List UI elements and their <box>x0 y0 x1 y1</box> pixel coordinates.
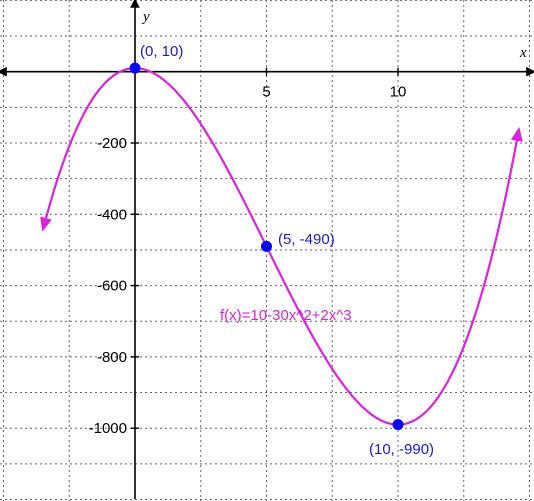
data-point-1 <box>261 240 272 252</box>
y-tick-label: -800 <box>97 349 127 366</box>
y-axis-label: y <box>141 9 150 25</box>
y-tick-label: -1000 <box>89 420 127 437</box>
function-label: f(x)=10-30x^2+2x^3 <box>220 307 352 324</box>
curve-f <box>41 67 521 426</box>
points-layer <box>129 62 404 431</box>
y-tick-label: -600 <box>97 278 127 295</box>
tick-labels: 5 10 -200 -400 -600 -800 -1000 <box>89 84 407 438</box>
point-label-10-minus990: (10, -990) <box>369 441 434 458</box>
x-tick-label: 5 <box>262 84 270 101</box>
data-point-0 <box>129 62 141 74</box>
x-axis-label: x <box>519 45 527 61</box>
x-tick-label: 10 <box>390 84 407 101</box>
curve-arrow-right <box>510 126 523 142</box>
data-point-2 <box>392 419 404 431</box>
curve-layer <box>40 67 523 426</box>
point-label-0-10: (0, 10) <box>140 43 183 60</box>
y-tick-label: -200 <box>97 135 127 152</box>
y-tick-label: -400 <box>97 206 127 223</box>
curve-arrow-left <box>40 216 52 232</box>
point-label-5-minus490: (5, -490) <box>278 231 335 248</box>
